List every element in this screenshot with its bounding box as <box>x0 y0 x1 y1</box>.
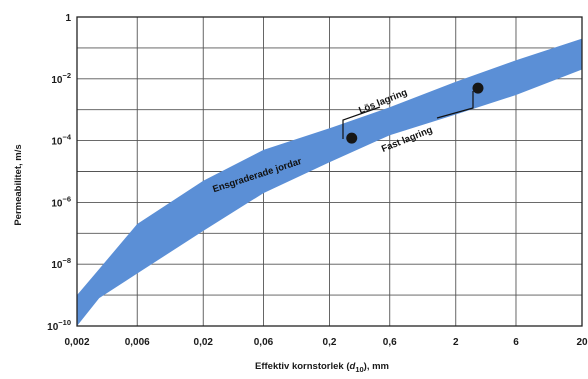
y-tick-label-3: 10−6 <box>51 194 71 209</box>
x-tick-label-0: 0,002 <box>64 337 89 348</box>
data-points <box>346 82 484 144</box>
data-point-0 <box>346 132 358 144</box>
x-axis-title: Effektiv kornstorlek (d10), mm <box>255 361 389 374</box>
plot-frame-rect <box>76 16 583 327</box>
x-tick-label-3: 0,06 <box>254 337 274 348</box>
y-tick-label-0: 1 <box>65 13 71 24</box>
y-tick-label-1: 10−2 <box>51 71 71 86</box>
x-tick-label-8: 20 <box>576 337 588 348</box>
y-tick-base-5: 10 <box>47 322 59 333</box>
x-tick-label-7: 6 <box>513 337 519 348</box>
x-axis-title-var: d <box>350 361 356 372</box>
x-tick-label-2: 0,02 <box>194 337 214 348</box>
x-tick-label-1: 0,006 <box>125 337 150 348</box>
y-tick-label-2: 10−4 <box>51 133 72 148</box>
y-tick-base-1: 10 <box>51 75 63 86</box>
x-tick-label-5: 0,6 <box>383 337 397 348</box>
x-axis-title-sub: 10 <box>355 365 363 374</box>
y-tick-exponent-3: −6 <box>62 194 71 203</box>
plot-frame <box>76 16 583 327</box>
x-axis-title-tail: ), mm <box>364 361 389 372</box>
y-tick-base-0: 1 <box>65 13 71 24</box>
y-axis-title: Permeabilitet, m/s <box>13 144 24 225</box>
y-tick-exponent-2: −4 <box>62 133 71 142</box>
ensgraderade-jordar-band <box>77 38 582 326</box>
y-tick-labels: 110−210−410−610−810−10 <box>47 13 72 333</box>
data-point-1 <box>472 82 484 94</box>
y-tick-label-5: 10−10 <box>47 318 71 333</box>
grid <box>76 16 583 327</box>
y-tick-base-4: 10 <box>51 260 63 271</box>
x-tick-label-6: 2 <box>453 337 459 348</box>
y-tick-exponent-5: −10 <box>58 318 71 327</box>
loose-leader-line <box>342 106 381 139</box>
dense-leader-line <box>436 91 474 119</box>
x-tick-labels: 0,002 0,006 0,02 0,06 0,2 0,6 2 6 20 <box>64 337 588 348</box>
x-axis-title-main: Effektiv kornstorlek ( <box>255 361 350 372</box>
y-tick-base-2: 10 <box>51 137 63 148</box>
y-tick-exponent-1: −2 <box>62 71 71 80</box>
y-tick-base-3: 10 <box>51 198 63 209</box>
band-layer <box>77 38 582 326</box>
y-tick-exponent-4: −8 <box>62 256 71 265</box>
y-tick-label-4: 10−8 <box>51 256 71 271</box>
x-tick-label-4: 0,2 <box>323 337 337 348</box>
